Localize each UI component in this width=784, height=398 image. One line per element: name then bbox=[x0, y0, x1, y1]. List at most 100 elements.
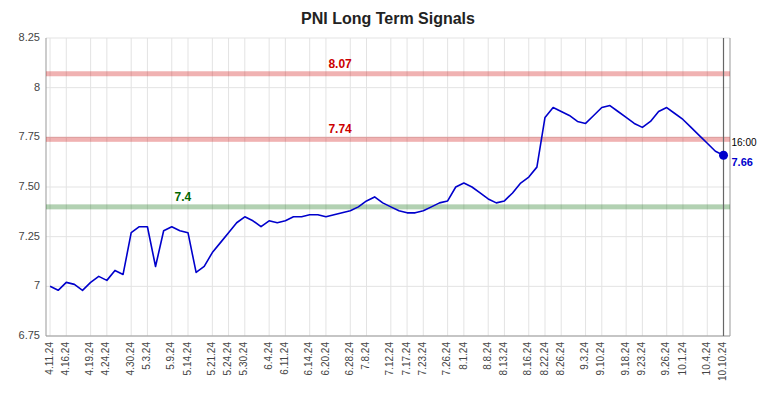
x-tick-label: 10.10.24 bbox=[717, 342, 728, 381]
x-grid-line bbox=[447, 38, 448, 336]
x-grid-line bbox=[366, 38, 367, 336]
x-grid-line bbox=[601, 38, 602, 336]
y-grid-line bbox=[46, 87, 730, 88]
x-tick-label: 9.26.24 bbox=[660, 342, 671, 376]
x-tick-label: 8.8.24 bbox=[482, 342, 493, 370]
price-line bbox=[50, 106, 723, 291]
x-grid-line bbox=[463, 38, 464, 336]
x-grid-line bbox=[488, 38, 489, 336]
x-grid-line bbox=[626, 38, 627, 336]
x-tick-label: 5.24.24 bbox=[222, 342, 233, 376]
reference-label: 8.07 bbox=[328, 57, 352, 71]
x-grid-line bbox=[585, 38, 586, 336]
x-tick-label: 7.8.24 bbox=[360, 342, 371, 370]
x-tick-label: 8.16.24 bbox=[522, 342, 533, 376]
x-tick-label: 6.14.24 bbox=[303, 342, 314, 376]
x-grid-line bbox=[561, 38, 562, 336]
y-grid-line bbox=[46, 187, 730, 188]
x-tick-label: 6.20.24 bbox=[320, 342, 331, 376]
x-tick-label: 8.13.24 bbox=[498, 342, 509, 376]
x-grid-line bbox=[504, 38, 505, 336]
x-tick-label: 7.23.24 bbox=[417, 342, 428, 376]
x-grid-line bbox=[285, 38, 286, 336]
reference-label: 7.74 bbox=[328, 122, 352, 136]
x-grid-line bbox=[50, 38, 51, 336]
annotations: 8.07 7.74 7.4 16:00 7.66 bbox=[174, 57, 757, 204]
y-tick-label: 7.75 bbox=[19, 130, 40, 142]
title: PNI Long Term Signals bbox=[301, 10, 475, 27]
x-grid-line bbox=[423, 38, 424, 336]
y-tick-label: 8.25 bbox=[19, 31, 40, 43]
x-tick-label: 9.23.24 bbox=[636, 342, 647, 376]
x-grid-line bbox=[682, 38, 683, 336]
x-tick-label: 9.18.24 bbox=[620, 342, 631, 376]
x-grid-line bbox=[723, 38, 724, 336]
x-grid-line bbox=[707, 38, 708, 336]
x-tick-label: 4.30.24 bbox=[125, 342, 136, 376]
x-grid-line bbox=[309, 38, 310, 336]
right-axis-line bbox=[730, 38, 731, 336]
x-grid-line bbox=[171, 38, 172, 336]
x-grid-line bbox=[106, 38, 107, 336]
x-tick-label: 6.28.24 bbox=[344, 342, 355, 376]
axes: 6.75 7 7.25 7.50 7.75 8 8.25 4.11.24 4.16.24 4.19… bbox=[19, 31, 730, 381]
reference-band bbox=[46, 71, 730, 76]
x-grid-line bbox=[390, 38, 391, 336]
x-tick-label: 9.10.24 bbox=[595, 342, 606, 376]
x-tick-label: 7.12.24 bbox=[384, 342, 395, 376]
x-tick-label: 4.16.24 bbox=[60, 342, 71, 376]
y-grid-line bbox=[46, 286, 730, 287]
x-grid-line bbox=[666, 38, 667, 336]
x-grid-line bbox=[212, 38, 213, 336]
end-value-label: 7.66 bbox=[732, 156, 753, 168]
y-tick-label: 6.75 bbox=[19, 329, 40, 341]
x-grid-line bbox=[269, 38, 270, 336]
x-tick-label: 7.17.24 bbox=[401, 342, 412, 376]
end-dot bbox=[719, 151, 728, 160]
y-tick-label: 7.50 bbox=[19, 180, 40, 192]
x-grid-line bbox=[407, 38, 408, 336]
x-grid-line bbox=[545, 38, 546, 336]
x-grid-line bbox=[325, 38, 326, 336]
chart: PNI Long Term Signals 6.75 7 7.25 7.50 7.75 8 8… bbox=[0, 0, 784, 398]
x-axis-line bbox=[46, 336, 730, 337]
y-tick-label: 8 bbox=[34, 81, 40, 93]
y-tick-label: 7.25 bbox=[19, 230, 40, 242]
x-tick-label: 7.26.24 bbox=[441, 342, 452, 376]
x-tick-label: 5.9.24 bbox=[165, 342, 176, 370]
reference-band bbox=[46, 137, 730, 142]
x-grid-line bbox=[131, 38, 132, 336]
x-tick-label: 5.14.24 bbox=[182, 342, 193, 376]
x-tick-label: 4.19.24 bbox=[84, 342, 95, 376]
x-tick-label: 9.3.24 bbox=[579, 342, 590, 370]
x-grid-line bbox=[90, 38, 91, 336]
x-grid-line bbox=[350, 38, 351, 336]
x-grid-line bbox=[187, 38, 188, 336]
x-tick-label: 6.11.24 bbox=[279, 342, 290, 375]
grid bbox=[46, 38, 730, 336]
x-tick-label: 5.3.24 bbox=[141, 342, 152, 370]
x-tick-label: 5.30.24 bbox=[238, 342, 249, 376]
x-grid-line bbox=[642, 38, 643, 336]
plot-area bbox=[46, 38, 730, 336]
x-tick-label: 4.11.24 bbox=[44, 342, 55, 375]
x-tick-label: 8.1.24 bbox=[458, 342, 469, 370]
end-time-label: 16:00 bbox=[732, 137, 757, 148]
x-tick-label: 6.4.24 bbox=[263, 342, 274, 370]
y-tick-label: 7 bbox=[34, 279, 40, 291]
x-grid-line bbox=[147, 38, 148, 336]
x-grid-line bbox=[228, 38, 229, 336]
y-grid-line bbox=[46, 336, 730, 337]
x-tick-label: 10.4.24 bbox=[701, 342, 712, 376]
x-tick-label: 4.24.24 bbox=[100, 342, 111, 376]
reference-label: 7.4 bbox=[174, 190, 191, 204]
x-tick-label: 8.26.24 bbox=[555, 342, 566, 376]
x-tick-label: 5.21.24 bbox=[206, 342, 217, 376]
y-axis-line bbox=[46, 38, 47, 336]
x-grid-line bbox=[528, 38, 529, 336]
x-tick-label: 10.1.24 bbox=[677, 342, 688, 376]
x-tick-label: 8.22.24 bbox=[539, 342, 550, 376]
x-grid-line bbox=[66, 38, 67, 336]
end-vline bbox=[723, 38, 724, 336]
x-grid-line bbox=[244, 38, 245, 336]
